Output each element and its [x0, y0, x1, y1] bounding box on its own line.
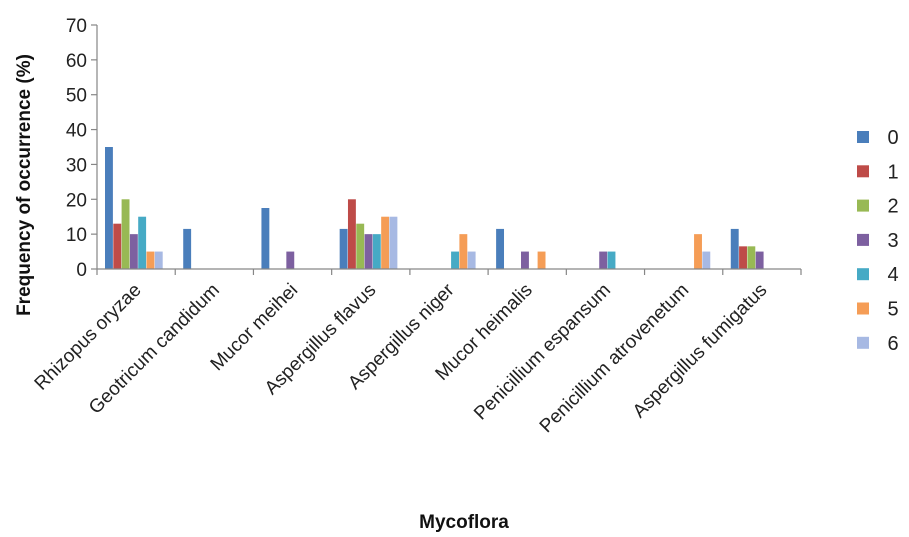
bar-series-2-rhizopus-oryzae [121, 199, 130, 269]
bar-series-0-mucor-heimalis [496, 228, 505, 269]
legend-label-4: 4 [887, 264, 898, 286]
bar-series-2-aspergillus-flavus [356, 223, 365, 269]
x-tick-label: Penicillium espansum [470, 280, 615, 425]
x-tick-label: Geotricum candidum [85, 280, 224, 419]
bar-series-1-aspergillus-flavus [347, 199, 356, 269]
legend-swatch-4 [857, 268, 869, 281]
bar-series-5-penicillium-atrovenetum [694, 234, 702, 269]
bar-series-6-aspergillus-flavus [389, 216, 398, 269]
y-tick-label: 50 [66, 86, 87, 107]
bar-series-5-aspergillus-flavus [381, 216, 390, 269]
x-tick-label: Penicillium atrovenetum [536, 280, 693, 437]
legend-label-1: 1 [887, 161, 898, 183]
x-axis-title: Mycoflora [419, 512, 509, 533]
y-axis-title: Frequency of occurrence (%) [14, 54, 35, 316]
legend-swatch-5 [857, 302, 869, 315]
bar-series-5-mucor-heimalis [537, 251, 546, 269]
bar-series-3-mucor-meihei [286, 251, 295, 269]
legend: 0 1 2 3 4 5 6 [857, 127, 899, 355]
bar-series-4-aspergillus-niger [451, 251, 459, 269]
y-tick-label: 20 [66, 190, 87, 211]
legend-label-3: 3 [887, 230, 898, 252]
legend-swatch-1 [857, 165, 869, 178]
x-tick-label: Aspergillus fumigatus [629, 280, 772, 423]
bar-series-4-rhizopus-oryzae [138, 216, 147, 269]
bar-series-1-aspergillus-fumigatus [739, 246, 747, 269]
bar-series-3-aspergillus-fumigatus [755, 251, 764, 269]
bar-series-0-mucor-meihei [261, 208, 270, 269]
bars-layer [105, 147, 764, 269]
y-tick-label: 30 [66, 155, 87, 176]
bar-series-6-penicillium-atrovenetum [702, 251, 711, 269]
bar-series-4-aspergillus-flavus [372, 234, 381, 269]
bar-series-5-aspergillus-niger [459, 234, 468, 269]
legend-swatch-3 [857, 233, 869, 246]
y-tick-label: 40 [66, 121, 87, 142]
bar-series-1-rhizopus-oryzae [113, 223, 122, 269]
y-tick-label: 0 [76, 260, 87, 281]
bar-series-3-aspergillus-flavus [364, 234, 373, 269]
legend-swatch-6 [857, 336, 869, 349]
y-tick-label: 60 [66, 51, 87, 72]
bar-series-2-aspergillus-fumigatus [747, 246, 756, 269]
y-tick-label: 70 [66, 16, 87, 37]
bar-series-6-aspergillus-niger [467, 251, 476, 269]
bar-series-0-rhizopus-oryzae [105, 147, 113, 269]
bar-series-6-rhizopus-oryzae [154, 251, 163, 269]
bar-series-3-penicillium-espansum [599, 251, 608, 269]
legend-label-2: 2 [887, 196, 898, 218]
y-tick-label: 10 [66, 225, 87, 246]
legend-label-6: 6 [887, 333, 898, 355]
axes-layer: 0 10 20 30 40 50 60 70 [66, 16, 802, 281]
bar-series-0-geotricum-candidum [183, 228, 192, 269]
legend-label-0: 0 [887, 127, 898, 149]
bar-series-3-rhizopus-oryzae [129, 234, 138, 269]
legend-swatch-0 [857, 131, 869, 143]
bar-series-0-aspergillus-fumigatus [730, 228, 739, 269]
bar-series-4-penicillium-espansum [607, 251, 616, 269]
legend-label-5: 5 [887, 299, 898, 321]
legend-swatch-2 [857, 199, 869, 212]
bar-series-3-mucor-heimalis [521, 251, 529, 269]
bar-series-0-aspergillus-flavus [339, 228, 348, 269]
bar-series-5-rhizopus-oryzae [146, 251, 155, 269]
